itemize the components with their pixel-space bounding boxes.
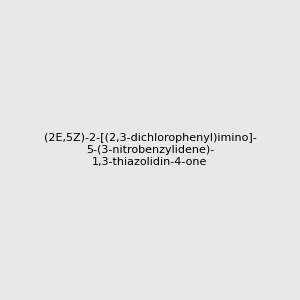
Text: (2E,5Z)-2-[(2,3-dichlorophenyl)imino]-
5-(3-nitrobenzylidene)-
1,3-thiazolidin-4: (2E,5Z)-2-[(2,3-dichlorophenyl)imino]- 5… <box>44 134 256 166</box>
